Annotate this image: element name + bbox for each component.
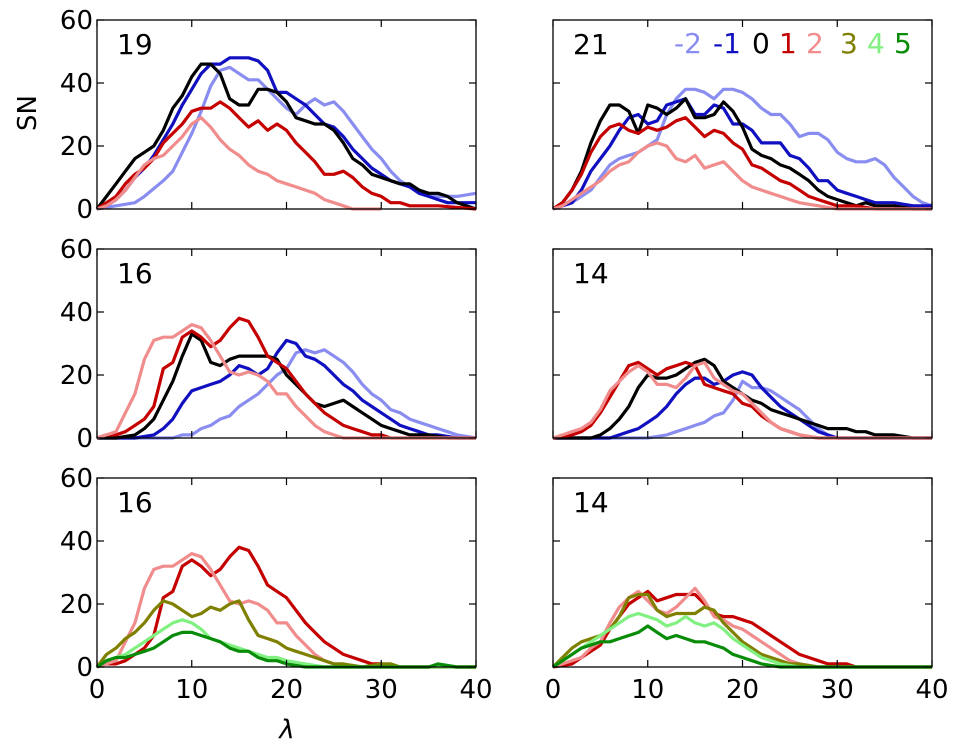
series-line-neg2 bbox=[97, 348, 477, 440]
y-tick-label: 0 bbox=[76, 195, 93, 225]
series-line-4 bbox=[552, 611, 932, 669]
series-line-neg1 bbox=[552, 97, 932, 211]
series-line-neg2 bbox=[552, 87, 933, 211]
legend-item-1: 1 bbox=[779, 27, 797, 60]
panel-6: 0 10 20 30 40 14 bbox=[545, 477, 949, 705]
series-line-1 bbox=[96, 316, 476, 440]
panel-label: 14 bbox=[573, 486, 609, 519]
series-line-1 bbox=[552, 116, 932, 211]
x-tick-label: 40 bbox=[459, 675, 492, 705]
plot-frame bbox=[96, 19, 477, 210]
y-tick-label: 40 bbox=[60, 527, 93, 557]
series-line-0 bbox=[552, 97, 932, 211]
x-tick-label: 40 bbox=[915, 675, 948, 705]
legend-item-neg2: -2 bbox=[674, 27, 702, 60]
panel-label: 16 bbox=[117, 257, 153, 290]
legend-item-0: 0 bbox=[752, 27, 770, 60]
panel-label: 16 bbox=[117, 486, 153, 519]
series-line-3 bbox=[95, 599, 476, 669]
panel-5: 0 10 20 30 40 0 20 40 60 16 bbox=[60, 464, 493, 705]
plot-frame bbox=[552, 477, 933, 668]
series-line-neg1 bbox=[97, 338, 476, 440]
x-tick-label: 10 bbox=[631, 675, 664, 705]
series-line-4 bbox=[96, 618, 476, 669]
series-line-2 bbox=[552, 141, 932, 211]
series-line-2 bbox=[96, 116, 382, 211]
y-tick-label: 0 bbox=[76, 424, 93, 454]
series-line-neg1 bbox=[96, 56, 476, 211]
panel-label: 19 bbox=[117, 28, 153, 61]
x-tick-label: 10 bbox=[175, 675, 208, 705]
series-line-2 bbox=[96, 552, 476, 669]
legend-item-4: 4 bbox=[867, 27, 885, 60]
x-tick-label: 0 bbox=[545, 675, 562, 705]
legend-item-3: 3 bbox=[840, 27, 858, 60]
series-line-2 bbox=[96, 323, 476, 440]
y-tick-label: 20 bbox=[60, 132, 93, 162]
y-tick-label: 20 bbox=[60, 361, 93, 391]
legend-item-neg1: -1 bbox=[713, 27, 741, 60]
panel-3: 0 20 40 60 16 bbox=[60, 235, 477, 454]
series-line-0 bbox=[95, 62, 477, 211]
series-line-5 bbox=[552, 624, 932, 669]
x-tick-label: 30 bbox=[365, 675, 398, 705]
y-tick-label: 0 bbox=[76, 653, 93, 683]
x-tick-label: 20 bbox=[270, 675, 303, 705]
panel-label: 21 bbox=[573, 28, 609, 61]
panel-2: 21 bbox=[552, 19, 933, 211]
y-tick-label: 60 bbox=[60, 464, 93, 494]
plot-frame bbox=[552, 248, 933, 439]
y-tick-label: 60 bbox=[60, 6, 93, 36]
x-tick-label: 30 bbox=[821, 675, 854, 705]
x-axis-label: λ bbox=[277, 715, 294, 744]
series-line-0 bbox=[97, 332, 476, 440]
legend-item-5: 5 bbox=[894, 27, 912, 60]
panel-4: 14 bbox=[552, 248, 933, 440]
series-line-neg2 bbox=[96, 65, 477, 211]
y-tick-label: 40 bbox=[60, 298, 93, 328]
series-line-1 bbox=[96, 545, 476, 669]
y-tick-label: 60 bbox=[60, 235, 93, 265]
y-tick-label: 40 bbox=[60, 69, 93, 99]
y-tick-label: 20 bbox=[60, 590, 93, 620]
series-line-2 bbox=[552, 360, 932, 440]
x-tick-label: 20 bbox=[726, 675, 759, 705]
x-tick-label: 0 bbox=[89, 675, 106, 705]
y-axis-label: SN bbox=[13, 95, 43, 131]
legend-item-2: 2 bbox=[806, 27, 824, 60]
panel-label: 14 bbox=[573, 257, 609, 290]
panel-1: 0 20 40 60 19 bbox=[60, 6, 477, 225]
